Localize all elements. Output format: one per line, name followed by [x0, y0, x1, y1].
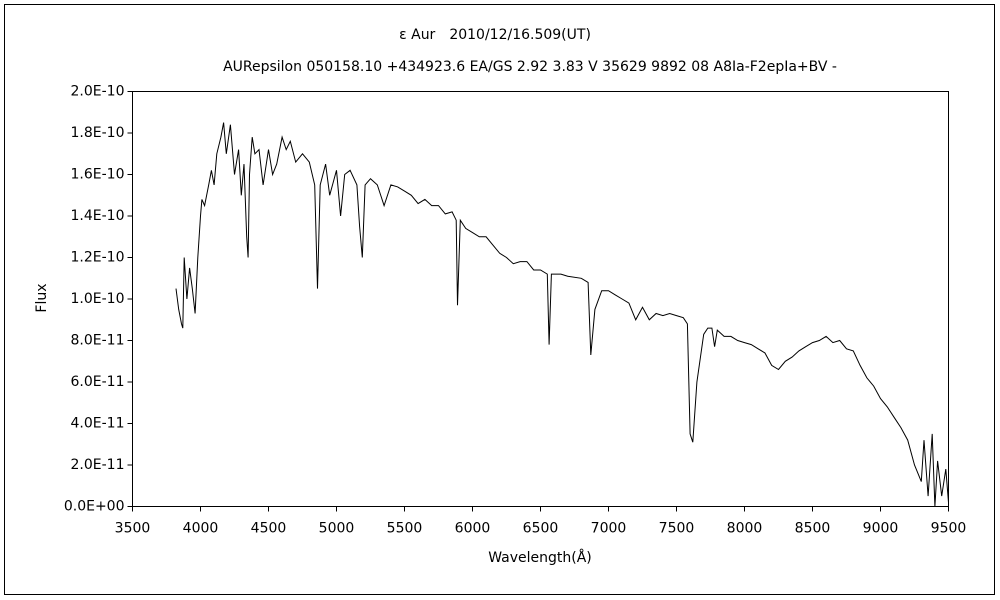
y-tick-label: 2.0E-10 — [71, 84, 125, 100]
x-tick-label: 6000 — [455, 521, 491, 537]
chart-title: ε Aur 2010/12/16.509(UT) — [399, 27, 591, 43]
x-tick-label: 9500 — [931, 521, 967, 537]
y-tick-label: 2.0E-11 — [71, 457, 125, 473]
x-tick-label: 9000 — [863, 521, 899, 537]
x-tick-label: 8000 — [727, 521, 763, 537]
x-tick-label: 6500 — [523, 521, 559, 537]
y-tick-label: 1.4E-10 — [71, 208, 125, 224]
x-tick-label: 5500 — [387, 521, 423, 537]
y-tick-label: 4.0E-11 — [71, 416, 125, 432]
x-tick-label: 4000 — [183, 521, 219, 537]
y-tick-label: 1.6E-10 — [71, 167, 125, 183]
y-tick-label: 0.0E+00 — [64, 499, 125, 515]
x-tick-label: 7500 — [659, 521, 695, 537]
y-tick-label: 8.0E-11 — [71, 333, 125, 349]
x-tick-label: 4500 — [251, 521, 287, 537]
x-tick-label: 5000 — [319, 521, 355, 537]
y-tick-label: 6.0E-11 — [71, 374, 125, 390]
chart-subtitle: AURepsilon 050158.10 +434923.6 EA/GS 2.9… — [223, 59, 837, 75]
y-tick-label: 1.8E-10 — [71, 125, 125, 141]
plot-area — [132, 91, 949, 507]
x-axis-label: Wavelength(Å) — [488, 549, 592, 566]
x-tick-label: 7000 — [591, 521, 627, 537]
y-axis-label: Flux — [34, 283, 50, 312]
y-tick-label: 1.0E-10 — [71, 291, 125, 307]
x-tick-label: 8500 — [795, 521, 831, 537]
spectrum-line — [175, 122, 949, 507]
x-tick-label: 3500 — [115, 521, 151, 537]
y-tick-label: 1.2E-10 — [71, 250, 125, 266]
